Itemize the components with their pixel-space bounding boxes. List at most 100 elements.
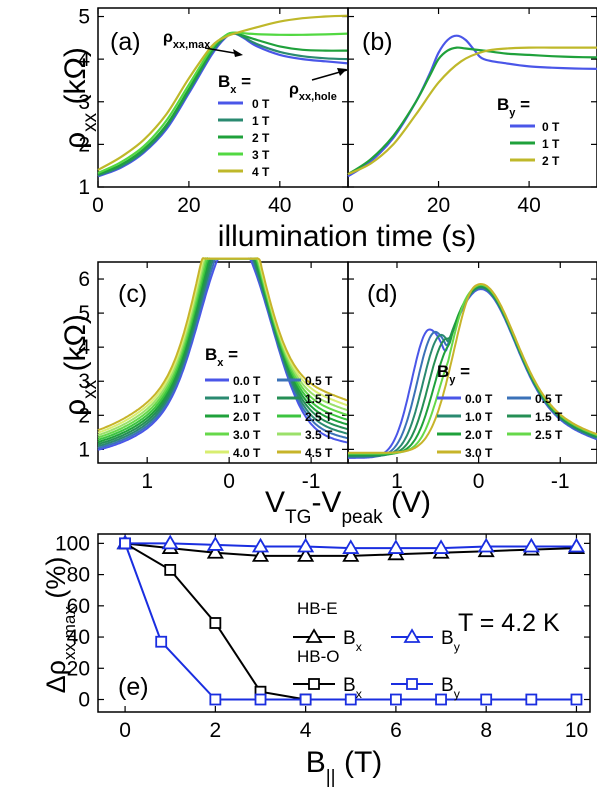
legend-label: 3.0 T (465, 446, 493, 460)
data-point (435, 693, 447, 706)
legend-label: 4.0 T (233, 446, 261, 460)
panel-d: 1 0 -1 (d) By = 0.0 T 0.5 T 1.0 T 1.5 T 2.0 T 2.5 … (347, 261, 597, 493)
legend-label: 2 T (252, 131, 270, 145)
series-line-b-2T (347, 46, 597, 176)
y-tick-label: 80 (67, 564, 90, 587)
plot-frame (347, 7, 597, 188)
data-point (251, 547, 270, 562)
legend-group-title: HB-E (297, 599, 338, 618)
data-point (155, 635, 168, 648)
data-point (299, 693, 312, 706)
data-point (522, 537, 540, 553)
panel-label: (a) (110, 28, 141, 56)
legend-label: 2.5 T (305, 410, 333, 424)
data-point (432, 539, 450, 554)
y-tick-label: 100 (55, 532, 90, 555)
data-point (206, 543, 224, 559)
data-point (297, 547, 315, 562)
legend-group-title: HB-O (297, 647, 340, 666)
x-tick-label: 0 (342, 194, 354, 217)
data-point (567, 537, 586, 553)
series-line-b-1T (347, 46, 597, 176)
x-tick-label: 0 (119, 719, 131, 742)
series-line-c-4.5T (97, 257, 349, 432)
legend-title: By = (497, 95, 530, 119)
data-point (342, 547, 360, 562)
y-axis-label: ρxx (kΩ) (59, 47, 101, 149)
x-tick-label: 40 (268, 194, 291, 217)
x-tick-label: 1 (141, 470, 153, 493)
legend-label: 2.0 T (233, 410, 261, 424)
legend-label: 0 T (542, 120, 560, 134)
legend-label: 0.5 T (305, 374, 333, 388)
x-axis-label: VTG-Vpeak (V) (265, 486, 431, 528)
legend-label: 2.5 T (535, 428, 563, 442)
data-point (254, 693, 267, 706)
arrow-head (337, 68, 347, 76)
y-tick-label: 4 (78, 336, 90, 359)
legend-title: Bx = (205, 345, 238, 369)
plot-frame (97, 533, 591, 713)
y-tick-label: 3 (78, 91, 90, 114)
legend-label: 0.0 T (233, 374, 261, 388)
x-tick-label: 8 (480, 719, 492, 742)
y-tick-label: 3 (78, 370, 90, 393)
x-tick-label: 10 (565, 719, 588, 742)
series-line-a-3T (97, 31, 349, 174)
legend-label: 1.5 T (535, 410, 563, 424)
legend-title: By = (437, 362, 470, 386)
legend-marker (403, 628, 421, 643)
panel-label: (d) (367, 280, 398, 308)
annotation-rhohole: ρxx,hole (289, 81, 337, 103)
y-tick-label: 20 (67, 657, 90, 680)
legend-label: 2.0 T (465, 428, 493, 442)
legend-label: 1.5 T (305, 392, 333, 406)
legend-marker (406, 678, 418, 690)
x-tick-label: 0 (92, 194, 104, 217)
legend-label: 3.0 T (233, 428, 261, 442)
annotation-rhomax: ρxx,max (163, 29, 211, 51)
x-tick-label: 6 (390, 719, 402, 742)
y-tick-label: 2 (78, 404, 90, 427)
x-axis-label: illumination time (s) (218, 220, 476, 253)
data-point (477, 537, 495, 553)
y-tick-label: 2 (78, 133, 90, 156)
legend-label: 1.0 T (233, 392, 261, 406)
x-tick-label: 20 (427, 194, 450, 217)
legend-label: Bx (343, 675, 363, 701)
x-tick-label: 20 (177, 194, 200, 217)
y-tick-label: 6 (78, 268, 90, 291)
y-tick-label: 0 (78, 689, 90, 712)
arrow-head (233, 49, 243, 57)
plot-frame (347, 261, 597, 464)
x-tick-label: 40 (517, 194, 540, 217)
legend-label: 1 T (252, 114, 270, 128)
y-axis-label: ρxx (kΩ) (59, 314, 101, 416)
data-point (342, 539, 360, 554)
legend-label: By (441, 628, 461, 654)
y-tick-label: 5 (78, 302, 90, 325)
legend-label: By (441, 675, 461, 701)
legend-title: Bx = (218, 72, 251, 96)
y-tick-label: 1 (78, 176, 90, 199)
x-axis-label: B|| (T) (306, 746, 383, 788)
y-tick-label: 40 (67, 626, 90, 649)
panel-label: (b) (362, 28, 393, 56)
x-tick-label: -1 (302, 470, 321, 493)
panel-a: 0 20 40 1 2 3 4 5 (a) ρxx,max ρxx,hole Bx =0 T 1 T 2 … (59, 6, 476, 253)
data-point (209, 693, 222, 706)
series-line-a-4T (97, 14, 349, 171)
data-point (570, 693, 583, 706)
x-tick-label: 0 (473, 470, 485, 493)
data-point (251, 537, 270, 553)
data-point (206, 536, 224, 551)
data-point (297, 537, 315, 553)
data-point (164, 564, 177, 576)
legend-label: 2 T (542, 154, 560, 168)
legend-marker (308, 678, 320, 690)
legend-label: 1 T (542, 137, 560, 151)
y-tick-label: 1 (78, 438, 90, 461)
x-tick-label: 0 (223, 470, 235, 493)
data-point (119, 537, 131, 550)
